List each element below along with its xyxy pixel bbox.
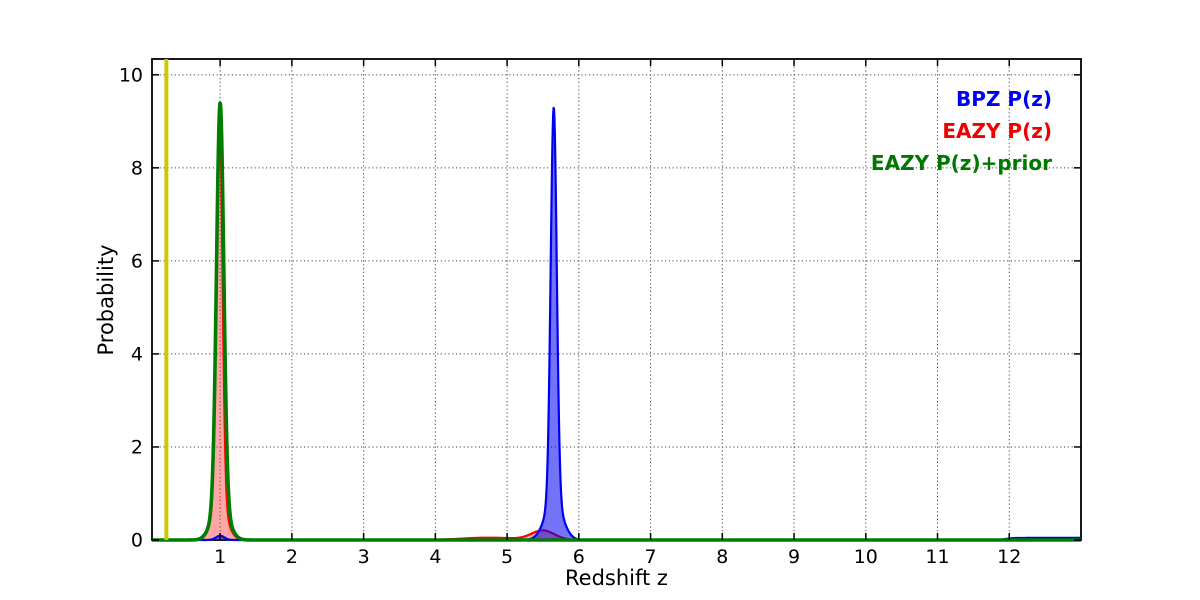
x-tick-label: 10: [854, 546, 878, 568]
x-tick-label: 8: [716, 546, 728, 568]
y-tick-label: 0: [131, 530, 143, 552]
y-tick-label: 4: [131, 343, 143, 365]
y-tick-label: 8: [131, 157, 143, 179]
legend-entry-eazy-prior: EAZY P(z)+prior: [870, 151, 1052, 175]
x-tick-label: 11: [925, 546, 949, 568]
x-tick-label: 2: [286, 546, 298, 568]
legend-entry-bpz: BPZ P(z): [956, 87, 1052, 111]
x-tick-label: 1: [214, 546, 226, 568]
x-axis-title: Redshift z: [565, 566, 668, 590]
x-tick-label: 9: [788, 546, 800, 568]
x-tick-label: 12: [997, 546, 1021, 568]
x-tick-label: 3: [358, 546, 370, 568]
x-tick-label: 4: [429, 546, 441, 568]
y-tick-label: 6: [131, 250, 143, 272]
x-tick-label: 5: [501, 546, 513, 568]
curve-line: [150, 101, 1083, 542]
y-axis-title: Probability: [94, 244, 118, 356]
x-tick-label: 6: [573, 546, 585, 568]
y-tick-label: 10: [119, 64, 143, 86]
legend-entry-eazy: EAZY P(z): [942, 119, 1052, 143]
legend: BPZ P(z) EAZY P(z) EAZY P(z)+prior: [871, 83, 1052, 179]
x-tick-label: 7: [645, 546, 657, 568]
y-tick-label: 2: [131, 436, 143, 458]
